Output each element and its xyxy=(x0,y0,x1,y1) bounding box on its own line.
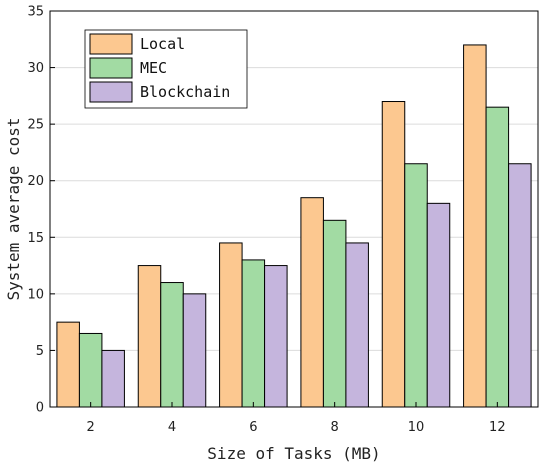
legend-label-blockchain: Blockchain xyxy=(140,83,230,101)
y-tick-label: 0 xyxy=(36,401,44,416)
bar-mec-4 xyxy=(160,282,184,408)
legend-swatch-local xyxy=(89,33,133,55)
x-tick-label: 12 xyxy=(489,420,506,435)
x-tick-label: 2 xyxy=(87,420,95,435)
bar-local-4 xyxy=(137,265,162,408)
x-tick-label: 4 xyxy=(168,420,176,435)
y-tick-label: 5 xyxy=(36,344,44,359)
y-tick-label: 15 xyxy=(27,231,44,246)
y-tick-label: 10 xyxy=(27,287,44,302)
bar-blockchain-8 xyxy=(345,242,369,408)
y-tick-label: 35 xyxy=(27,5,44,20)
legend-label-mec: MEC xyxy=(140,59,167,77)
bar-blockchain-4 xyxy=(182,293,207,408)
bar-local-8 xyxy=(300,197,324,408)
legend-label-local: Local xyxy=(140,35,185,53)
bar-mec-6 xyxy=(241,259,266,408)
bars xyxy=(56,44,532,408)
bar-blockchain-12 xyxy=(508,163,532,408)
y-axis-label: System average cost xyxy=(4,117,23,300)
legend-swatch-mec xyxy=(89,57,133,79)
legend-swatch-blockchain xyxy=(89,81,133,103)
x-tick-label: 6 xyxy=(249,420,257,435)
bar-blockchain-6 xyxy=(264,265,288,408)
bar-mec-2 xyxy=(78,332,103,408)
bar-mec-10 xyxy=(404,163,428,408)
bar-blockchain-2 xyxy=(101,349,125,408)
bar-local-12 xyxy=(463,44,487,408)
bar-local-6 xyxy=(219,242,243,408)
y-axis-ticks: 0 5 10 15 20 25 30 35 xyxy=(27,5,55,416)
x-tick-label: 8 xyxy=(331,420,339,435)
bar-blockchain-10 xyxy=(426,202,451,408)
legend: Local MEC Blockchain xyxy=(84,29,248,109)
y-tick-label: 20 xyxy=(27,174,44,189)
bar-local-10 xyxy=(381,101,406,408)
x-axis-label: Size of Tasks (MB) xyxy=(207,444,380,463)
y-tick-label: 30 xyxy=(27,61,44,76)
x-axis-ticks: 2 4 6 8 10 12 xyxy=(87,402,506,435)
x-tick-label: 10 xyxy=(408,420,425,435)
bar-mec-8 xyxy=(322,219,347,408)
bar-local-2 xyxy=(56,321,80,408)
bar-mec-12 xyxy=(485,106,510,408)
y-tick-label: 25 xyxy=(27,118,44,133)
plot-frame xyxy=(49,10,539,408)
